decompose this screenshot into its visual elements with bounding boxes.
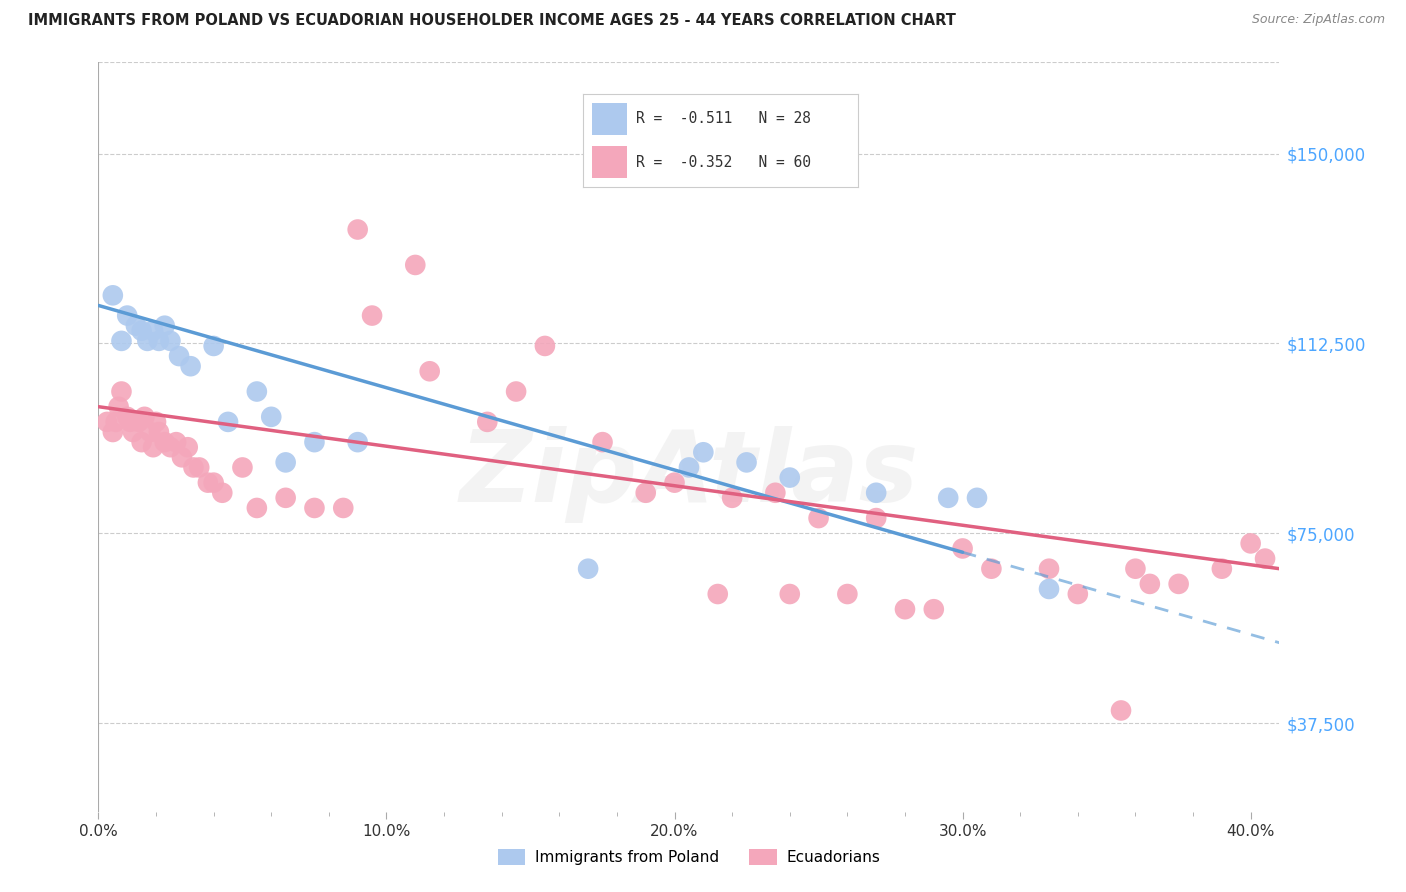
Point [153,318,176,333]
Point [304,435,326,450]
Point [170,450,193,465]
Point [101,288,124,302]
Point [136,334,159,348]
Point [634,485,657,500]
Point [145,415,167,429]
Point [346,435,368,450]
Text: IMMIGRANTS FROM POLAND VS ECUADORIAN HOUSEHOLDER INCOME AGES 25 - 44 YEARS CORRE: IMMIGRANTS FROM POLAND VS ECUADORIAN HOU… [28,13,956,29]
Point [274,491,297,505]
Y-axis label: Householder Income Ages 25 - 44 years: Householder Income Ages 25 - 44 years [0,284,7,591]
Point [101,425,124,439]
Point [807,511,830,525]
Point [202,475,225,490]
Point [217,415,239,429]
Point [505,384,527,399]
Point [183,460,205,475]
Text: Source: ZipAtlas.com: Source: ZipAtlas.com [1251,13,1385,27]
Point [177,440,200,454]
Point [721,491,744,505]
Point [110,334,132,348]
Point [1038,582,1060,596]
Point [779,470,801,484]
Point [534,339,557,353]
Point [1167,577,1189,591]
Point [1125,562,1147,576]
Point [128,415,150,429]
Point [231,460,253,475]
Point [142,440,165,454]
Point [122,425,145,439]
Point [706,587,728,601]
Point [197,475,219,490]
Point [1240,536,1263,550]
Point [148,334,170,348]
Point [1211,562,1233,576]
Point [664,475,686,490]
Legend: Immigrants from Poland, Ecuadorians: Immigrants from Poland, Ecuadorians [492,843,886,871]
Point [260,409,283,424]
Point [763,485,786,500]
Point [110,384,132,399]
Point [404,258,426,272]
Point [865,511,887,525]
Point [125,318,148,333]
Point [120,415,142,429]
Point [419,364,441,378]
Point [107,400,129,414]
Point [153,435,176,450]
Point [361,309,384,323]
Bar [592,146,627,178]
Point [678,460,700,475]
Point [274,455,297,469]
Point [167,349,190,363]
Point [148,425,170,439]
Point [779,587,801,601]
Point [952,541,974,556]
Bar [592,103,627,135]
Point [96,415,118,429]
Point [104,415,127,429]
Point [188,460,211,475]
Point [131,435,153,450]
Point [1067,587,1090,601]
Point [165,435,187,450]
Point [180,359,202,374]
Point [142,324,165,338]
Point [346,222,368,236]
Point [139,425,162,439]
Point [115,409,138,424]
Point [735,455,758,469]
Point [246,500,269,515]
Point [159,334,181,348]
Point [1139,577,1161,591]
Point [477,415,499,429]
Point [692,445,714,459]
Point [837,587,859,601]
Point [592,435,614,450]
Point [980,562,1002,576]
Point [966,491,988,505]
Point [922,602,945,616]
Text: R =  -0.511   N = 28: R = -0.511 N = 28 [636,112,811,127]
Text: R =  -0.352   N = 60: R = -0.352 N = 60 [636,154,811,169]
Text: ZipAtlas: ZipAtlas [460,426,918,523]
Point [1038,562,1060,576]
Point [304,500,326,515]
Point [131,324,153,338]
Point [246,384,269,399]
Point [865,485,887,500]
Point [576,562,599,576]
Point [332,500,354,515]
Point [1254,551,1277,566]
Point [894,602,917,616]
Point [936,491,959,505]
Point [211,485,233,500]
Point [115,309,138,323]
Point [1109,703,1132,717]
Point [159,440,181,454]
Point [134,409,156,424]
Point [202,339,225,353]
